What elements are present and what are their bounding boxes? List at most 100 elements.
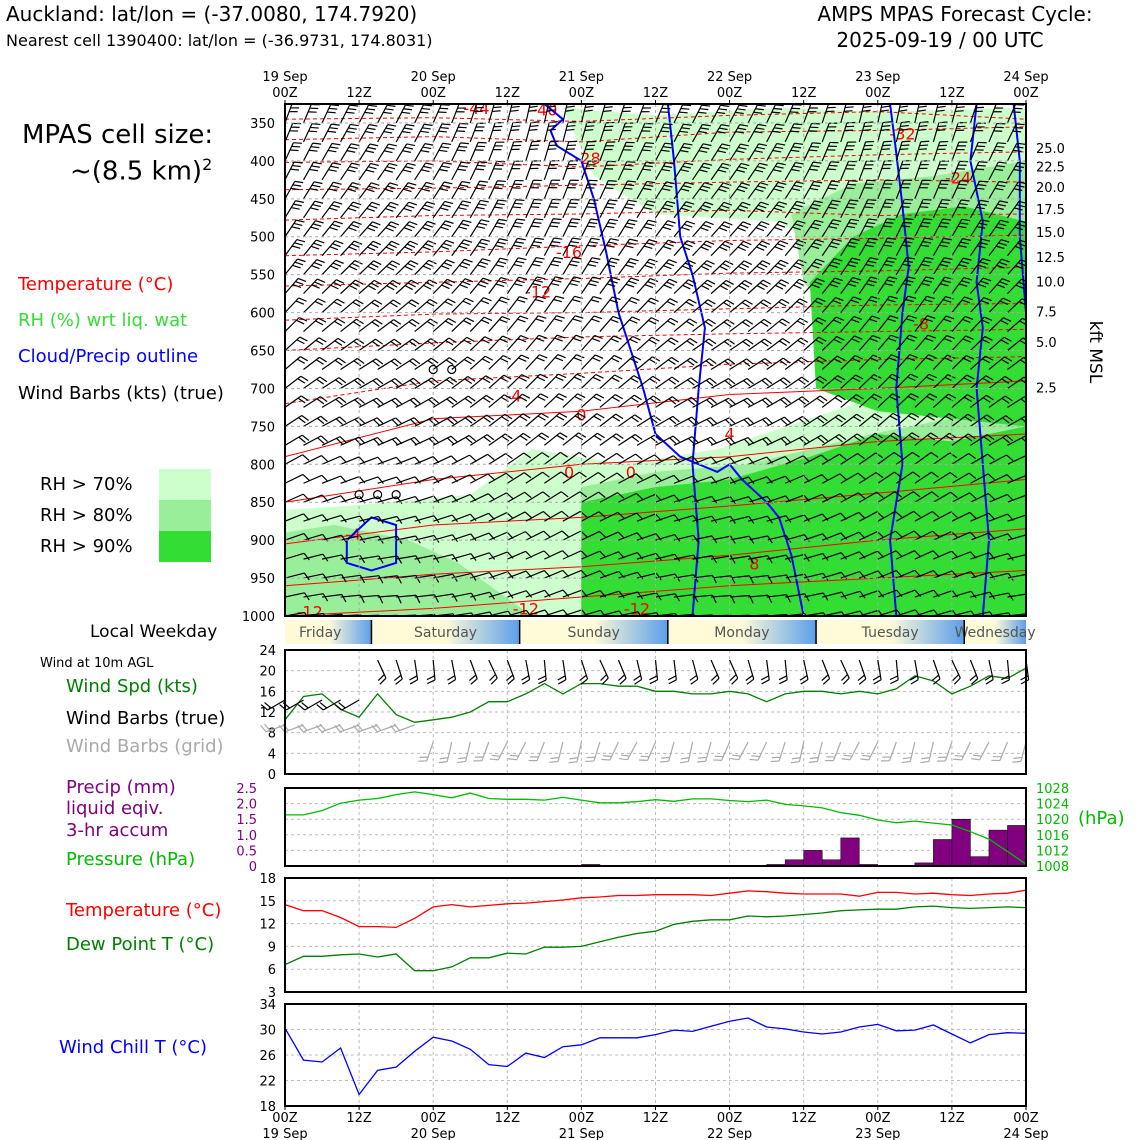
wind-barb	[377, 555, 403, 564]
wind-barb	[303, 239, 325, 257]
wind-barb	[747, 123, 767, 143]
wind-barb	[469, 336, 493, 351]
wind-barb	[877, 510, 903, 522]
wind-barb	[506, 257, 527, 275]
xs-ytick-450: 450	[250, 193, 275, 208]
wind-barb	[766, 298, 790, 314]
wind-barb	[525, 315, 547, 332]
surface-barb-grid	[473, 741, 490, 762]
wind-barb	[395, 240, 419, 257]
wind-barb	[285, 316, 308, 332]
wind-barb	[1025, 482, 1026, 484]
wind-barb	[840, 374, 864, 389]
temperature-label-14: 0	[626, 463, 636, 482]
wind-barb	[469, 316, 493, 332]
wind-barb	[525, 373, 548, 389]
wind-barb	[673, 240, 696, 257]
wind-barb	[914, 491, 940, 503]
wind-barb	[747, 162, 768, 181]
wind-barb	[655, 474, 681, 484]
wind-barb	[914, 354, 937, 370]
wind-barb	[321, 377, 347, 389]
wind-barb	[488, 590, 514, 599]
wind-barb	[840, 590, 866, 599]
temperature-label-0: -44	[463, 99, 489, 118]
wind-barb	[1025, 406, 1026, 408]
surface-barb-true	[488, 659, 498, 685]
precip-bar-10	[970, 856, 990, 867]
wind-barb	[395, 318, 420, 333]
wind-barb	[543, 451, 568, 465]
weekday-bar: Friday Saturday Sunday Monday Tuesday Wednesd…	[285, 620, 1036, 644]
wind10m-panel: 0 4 8 12 16 20 24	[259, 644, 1030, 783]
wind-barb	[525, 452, 550, 465]
nearest-cell-info: Nearest cell 1390400: lat/lon = (-36.973…	[6, 31, 433, 50]
wind-barb	[618, 394, 642, 408]
wind-barb	[488, 257, 509, 276]
wind-barb	[914, 276, 935, 294]
bottom-hour-label: 00Z	[272, 1111, 298, 1126]
wind-barb	[692, 143, 712, 162]
surface-barb-grid	[601, 741, 619, 761]
wind-barb	[562, 179, 579, 200]
wind-barb	[451, 161, 470, 181]
wind-barb	[414, 298, 438, 314]
wind-barb	[321, 593, 347, 603]
bottom-hour-label: 00Z	[569, 1111, 595, 1126]
wind-barb	[951, 511, 977, 522]
wind-barb	[729, 555, 755, 564]
wind-barb	[821, 492, 847, 503]
wind-barb	[766, 515, 792, 523]
wind-barb	[377, 124, 397, 143]
wind-barb	[340, 436, 366, 446]
wind-barb	[655, 278, 678, 295]
wind-barb	[895, 198, 913, 219]
wind-barb	[636, 336, 660, 351]
wind-barb	[840, 354, 864, 370]
surface-barb-grid	[334, 723, 360, 733]
surface-barb-true	[297, 699, 323, 711]
wind-barb	[580, 104, 594, 124]
wind-barb	[580, 257, 601, 275]
wind-barb	[821, 161, 840, 181]
legend-precip-2: liquid eqiv.	[66, 798, 164, 819]
wind-barb	[710, 143, 731, 162]
surface-barb-grid	[901, 741, 916, 764]
wind-barb	[543, 198, 561, 219]
wind-barb	[303, 298, 326, 314]
wind-barb	[451, 336, 475, 351]
precip-ytick: 2.5	[236, 782, 257, 797]
wind-barb	[673, 337, 698, 351]
wind-barb	[710, 555, 736, 564]
wind-barb	[432, 259, 455, 276]
wind-barb	[969, 180, 989, 200]
wind-barb	[377, 182, 399, 200]
location-title: Auckland: lat/lon = (-37.0080, 174.7920)	[6, 2, 418, 26]
wind-barb	[562, 354, 585, 370]
wind-barb	[562, 315, 584, 332]
wind-barb	[358, 201, 381, 219]
wind-barb	[599, 335, 622, 351]
wind-barb	[358, 476, 384, 484]
wind-barb	[395, 104, 414, 124]
wind-barb	[655, 533, 681, 542]
wind-barb	[895, 471, 921, 484]
wind-barb	[914, 237, 933, 256]
wind-barb	[858, 237, 878, 257]
wind-barb	[581, 432, 605, 446]
wind-barb	[469, 180, 489, 200]
temp-ytick: 18	[259, 872, 276, 887]
wind-barb	[803, 122, 821, 143]
wind-barb	[321, 436, 347, 446]
wind-barb	[933, 550, 959, 560]
wind-barb	[432, 123, 451, 143]
wind-barb	[488, 199, 507, 219]
wind-barb	[414, 240, 437, 257]
wind-barb	[803, 258, 825, 276]
wind-barb	[951, 335, 974, 351]
wind-barb	[803, 454, 829, 465]
wind-barb	[525, 491, 551, 503]
wind-barb	[303, 376, 328, 389]
wind-barb	[395, 299, 420, 314]
wind-barb	[303, 593, 329, 602]
